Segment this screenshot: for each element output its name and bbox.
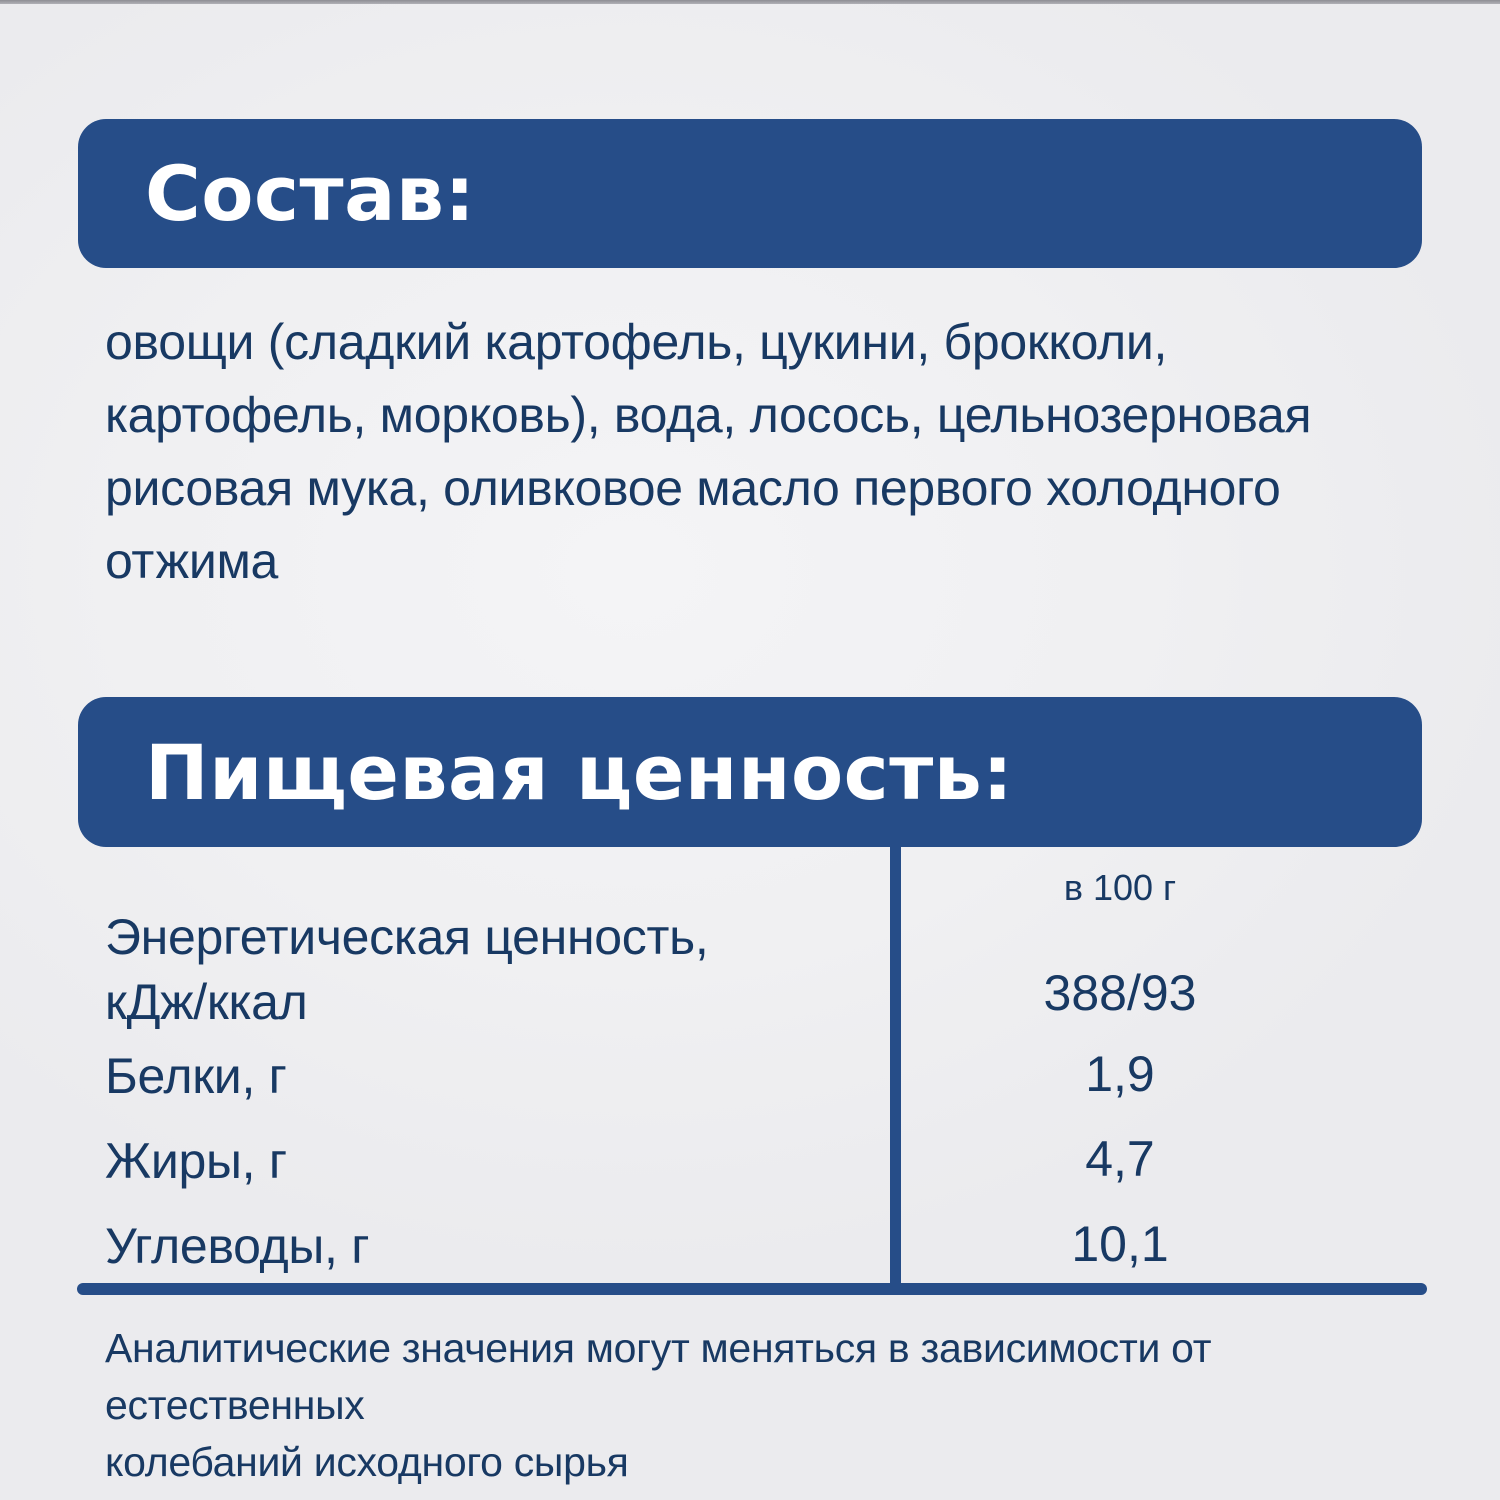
row-label-carbs: Углеводы, г xyxy=(105,1218,370,1274)
analytical-values-footnote: Аналитические значения могут меняться в … xyxy=(105,1325,1212,1485)
ingredients-header-label: Состав: xyxy=(145,149,476,238)
row-value-energy: 388/93 xyxy=(1043,965,1197,1021)
row-label-fat: Жиры, г xyxy=(105,1133,287,1189)
top-edge-strip xyxy=(0,0,1500,4)
table-bottom-divider xyxy=(77,1283,1427,1295)
ingredients-text: овощи (сладкий картофель, цукини, брокко… xyxy=(105,314,1312,589)
column-header-per-100g: в 100 г xyxy=(1063,867,1177,908)
nutrition-section-header: Пищевая ценность: xyxy=(78,697,1422,847)
row-label-protein: Белки, г xyxy=(105,1048,287,1104)
table-vertical-divider xyxy=(890,847,901,1285)
row-value-fat: 4,7 xyxy=(1085,1131,1155,1187)
ingredients-section-header: Состав: xyxy=(78,119,1422,268)
row-value-protein: 1,9 xyxy=(1085,1046,1155,1102)
row-value-carbs: 10,1 xyxy=(1071,1216,1169,1272)
row-label-energy: Энергетическая ценность, кДж/ккал xyxy=(105,909,709,1030)
nutrition-header-label: Пищевая ценность: xyxy=(145,727,1014,817)
